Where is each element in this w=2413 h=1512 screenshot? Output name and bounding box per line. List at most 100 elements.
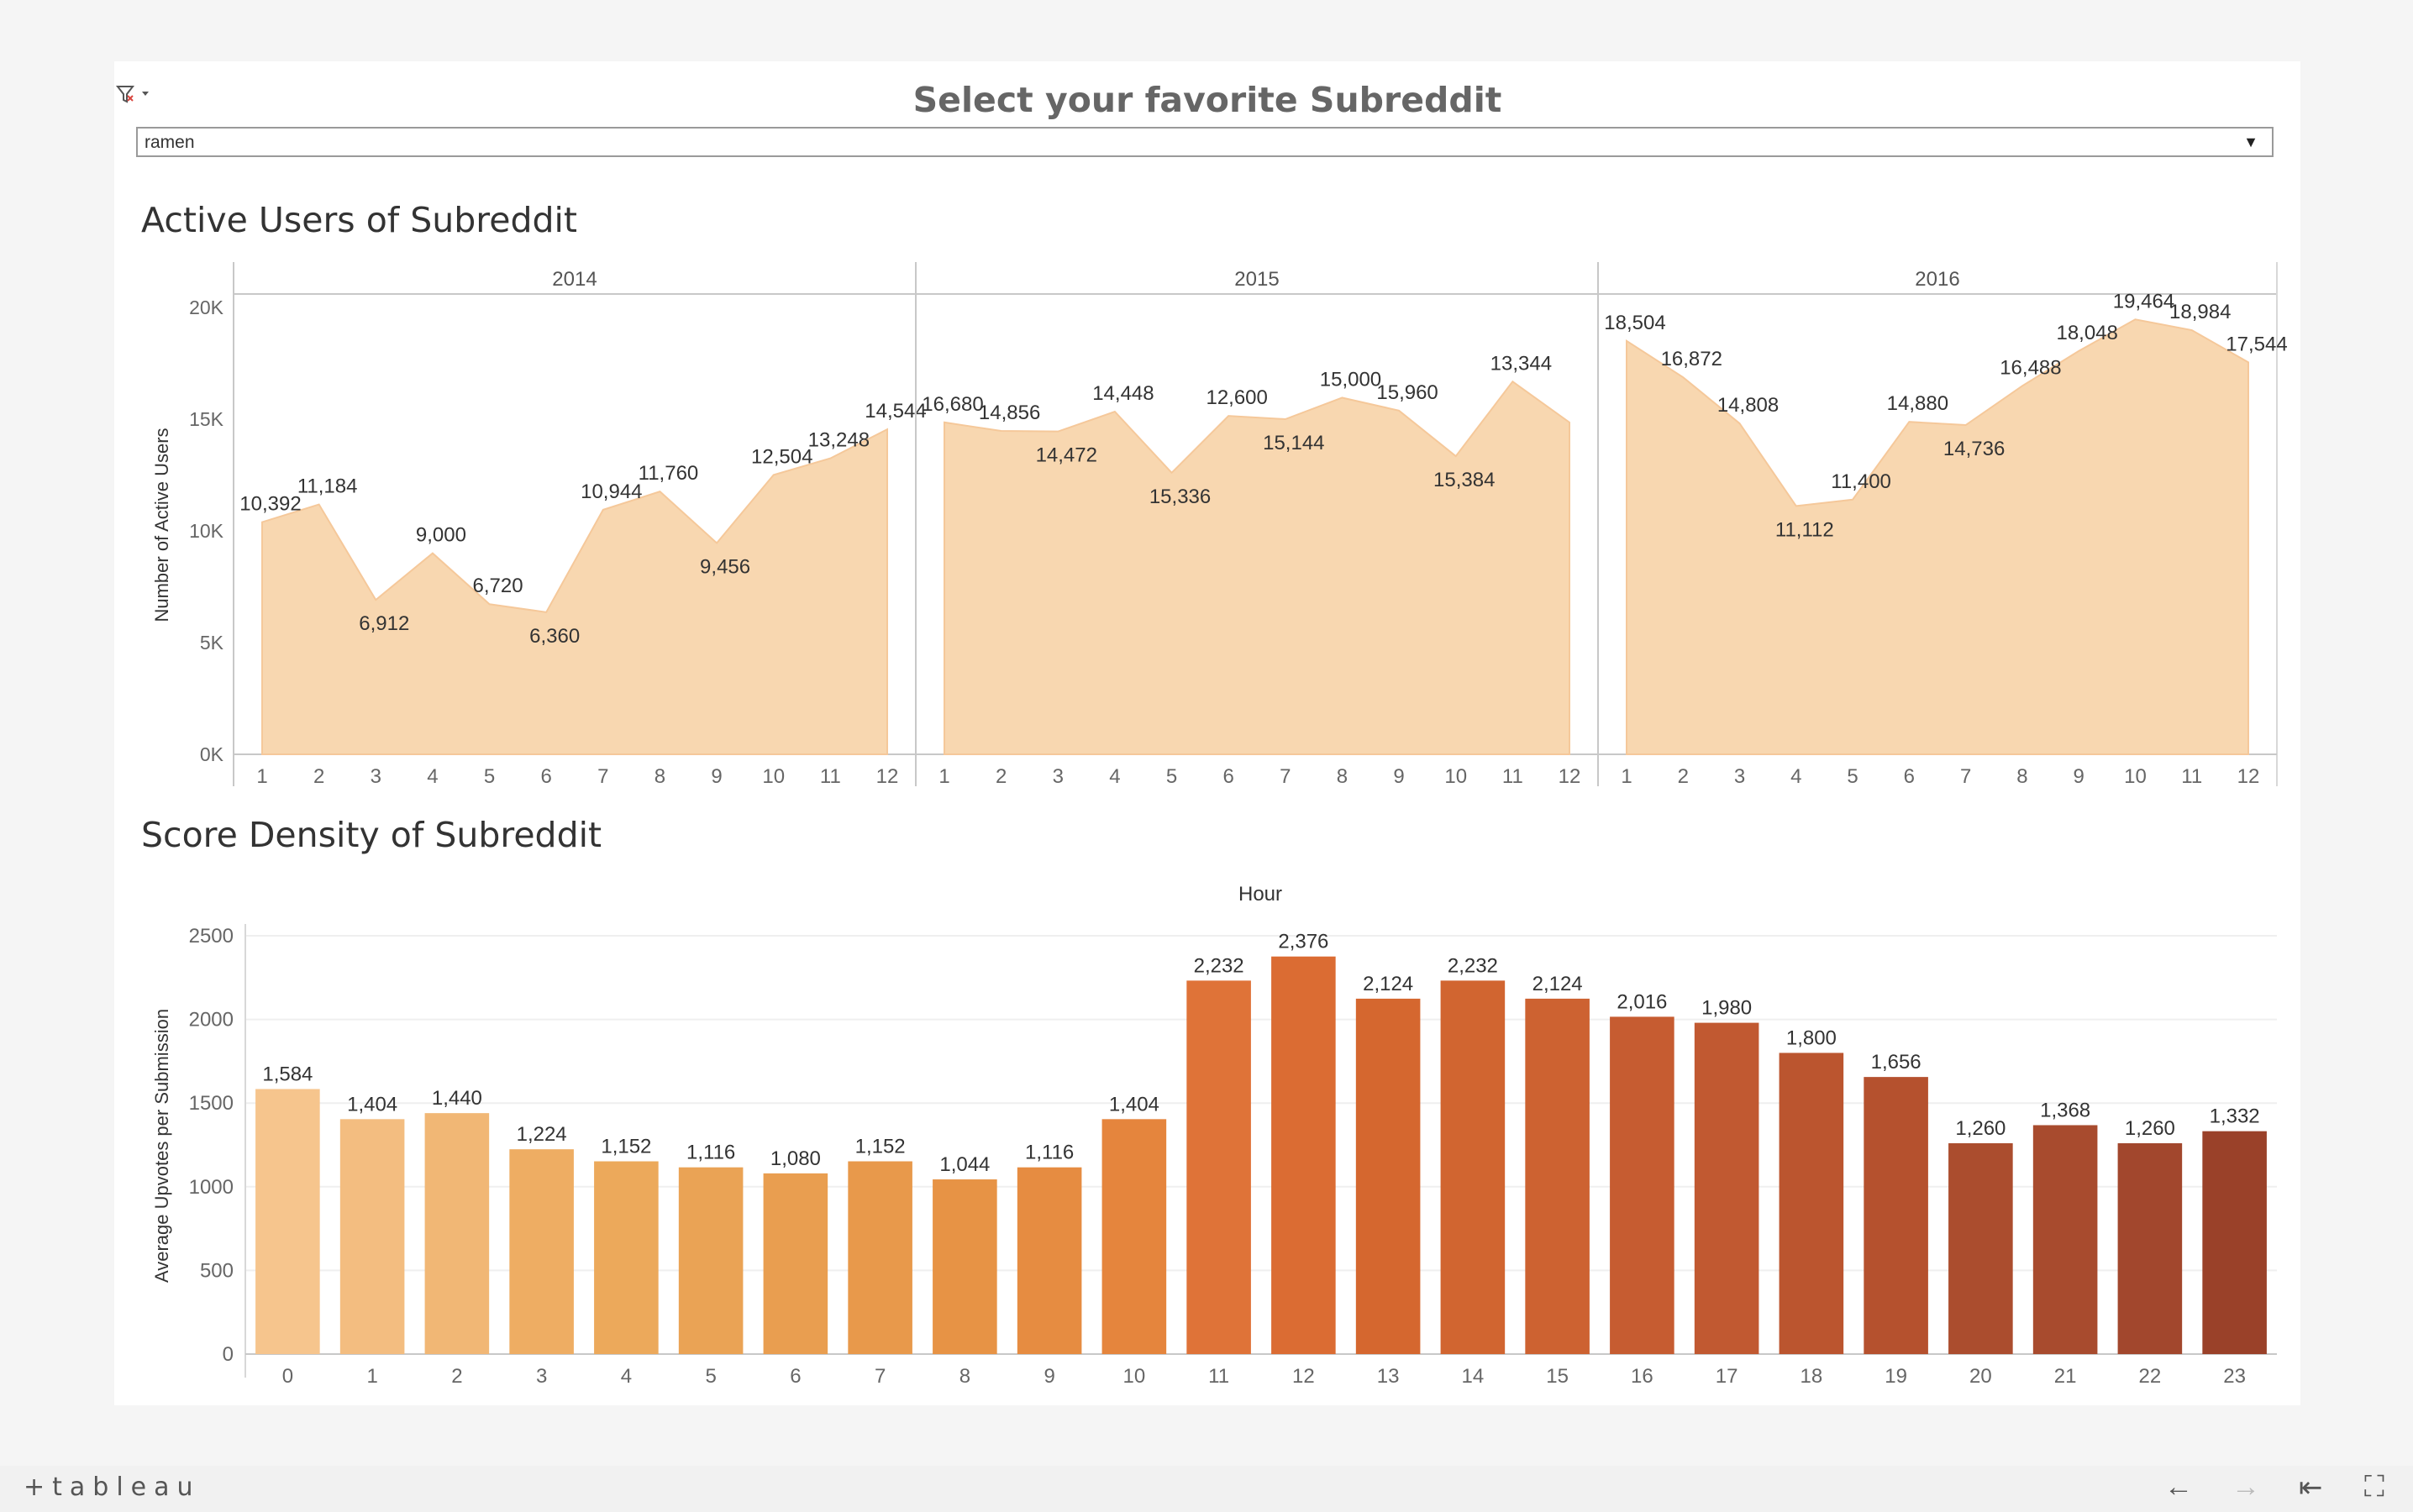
x-tick-label: 5 <box>1847 765 1858 788</box>
bar-hour-20 <box>1948 1143 2013 1354</box>
data-label: 1,368 <box>2040 1099 2090 1121</box>
bar-hour-0 <box>255 1089 320 1354</box>
clear-filter-icon[interactable] <box>114 81 151 110</box>
bar-hour-18 <box>1779 1053 1844 1354</box>
data-label: 11,184 <box>297 475 358 498</box>
y-tick-label: 2000 <box>189 1009 234 1032</box>
x-tick-label: 16 <box>1631 1365 1653 1388</box>
x-tick-label: 22 <box>2139 1365 2162 1388</box>
bar-hour-11 <box>1186 980 1251 1354</box>
fullscreen-icon[interactable]: ⛶ <box>2364 1471 2384 1503</box>
tableau-logo[interactable]: +tableau <box>24 1473 201 1502</box>
x-tick-label: 6 <box>541 765 552 788</box>
bar-hour-4 <box>594 1161 659 1354</box>
x-tick-label: 15 <box>1546 1365 1569 1388</box>
data-label: 13,248 <box>808 429 870 452</box>
x-tick-label: 1 <box>366 1365 377 1388</box>
active-users-title: Active Users of Subreddit <box>141 200 577 240</box>
x-tick-label: 8 <box>959 1365 970 1388</box>
x-tick-label: 9 <box>2074 765 2084 788</box>
bar-hour-14 <box>1440 980 1506 1354</box>
panel-header: 2014 <box>552 268 597 291</box>
data-label: 1,116 <box>686 1142 735 1164</box>
data-label: 1,152 <box>855 1136 906 1158</box>
data-label: 2,232 <box>1194 954 1244 977</box>
x-tick-label: 14 <box>1462 1365 1485 1388</box>
bar-hour-16 <box>1610 1016 1674 1354</box>
x-tick-label: 20 <box>1969 1365 1992 1388</box>
data-label: 11,760 <box>639 462 699 485</box>
x-tick-label: 13 <box>1377 1365 1400 1388</box>
x-tick-label: 21 <box>2054 1365 2077 1388</box>
data-label: 1,260 <box>2125 1117 2175 1140</box>
data-label: 16,488 <box>2000 356 2061 379</box>
panel-header: 2016 <box>1915 268 1959 291</box>
x-tick-label: 10 <box>2124 765 2147 788</box>
forward-arrow-icon[interactable]: → <box>2232 1471 2260 1503</box>
data-label: 6,912 <box>359 612 409 635</box>
x-tick-label: 23 <box>2223 1365 2246 1388</box>
data-label: 1,044 <box>939 1153 990 1176</box>
x-tick-label: 10 <box>1444 765 1467 788</box>
data-label: 1,404 <box>347 1093 397 1116</box>
active-users-chart: 0K 5K 10K 15K 20K Number of Active Users 2014 1… <box>151 262 2288 788</box>
x-tick-label: 0 <box>282 1365 293 1388</box>
bar-hour-8 <box>933 1179 997 1354</box>
data-label: 14,856 <box>979 402 1040 424</box>
x-tick-label: 7 <box>597 765 608 788</box>
data-label: 1,116 <box>1025 1142 1074 1164</box>
bar-hour-23 <box>2202 1131 2267 1354</box>
y-tick-label: 10K <box>189 520 224 542</box>
bar-hour-9 <box>1017 1167 1082 1354</box>
x-tick-label: 2 <box>313 765 324 788</box>
y-tick-label: 1500 <box>189 1092 234 1115</box>
x-tick-label: 7 <box>875 1365 886 1388</box>
area-series-2016 <box>1626 318 2249 755</box>
data-label: 18,048 <box>2056 322 2117 344</box>
data-label: 15,336 <box>1149 486 1211 508</box>
bar-hour-6 <box>763 1173 828 1354</box>
back-arrow-icon[interactable]: ← <box>2164 1471 2193 1503</box>
x-tick-label: 3 <box>536 1365 547 1388</box>
bar-hour-7 <box>848 1161 912 1354</box>
x-tick-label: 19 <box>1885 1365 1907 1388</box>
y-tick-label: 1000 <box>189 1176 234 1199</box>
x-tick-label: 6 <box>1904 765 1915 788</box>
reset-icon[interactable]: ⇤ <box>2299 1472 2323 1504</box>
data-label: 13,344 <box>1490 352 1552 375</box>
data-label: 19,464 <box>2113 290 2174 312</box>
x-tick-label: 1 <box>938 765 949 788</box>
data-label: 6,720 <box>473 575 523 597</box>
bar-hour-19 <box>1864 1077 1928 1354</box>
bar-hour-1 <box>339 1119 405 1354</box>
subreddit-select-value: ramen <box>145 133 195 152</box>
data-label: 12,600 <box>1206 386 1267 409</box>
data-label: 1,584 <box>262 1063 313 1085</box>
data-label: 1,800 <box>1786 1026 1837 1049</box>
x-tick-label: 3 <box>1734 765 1745 788</box>
data-label: 14,808 <box>1717 394 1779 417</box>
x-tick-label: 4 <box>621 1365 632 1388</box>
x-tick-label: 8 <box>655 765 665 788</box>
data-label: 1,440 <box>432 1087 482 1110</box>
y-tick-label: 0K <box>200 743 224 765</box>
x-tick-label: 12 <box>2237 765 2260 788</box>
x-tick-label: 5 <box>705 1365 716 1388</box>
data-label: 1,080 <box>770 1147 821 1170</box>
score-density-title: Score Density of Subreddit <box>141 815 602 855</box>
x-tick-label: 7 <box>1280 765 1291 788</box>
data-label: 15,960 <box>1376 381 1438 404</box>
data-label: 1,152 <box>601 1136 651 1158</box>
dashboard-title: Select your favorite Subreddit <box>912 80 1502 120</box>
bar-hour-17 <box>1694 1022 1759 1354</box>
subreddit-select[interactable]: ramen ▼ <box>136 127 2274 157</box>
area-series-2014 <box>261 428 888 755</box>
x-tick-label: 9 <box>711 765 722 788</box>
bar-hour-21 <box>2032 1125 2098 1354</box>
bar-hour-12 <box>1271 956 1336 1354</box>
x-tick-label: 5 <box>1166 765 1177 788</box>
x-tick-label: 2 <box>451 1365 462 1388</box>
data-label: 2,124 <box>1363 973 1413 995</box>
x-tick-label: 11 <box>820 765 841 788</box>
data-label: 14,472 <box>1036 444 1097 467</box>
